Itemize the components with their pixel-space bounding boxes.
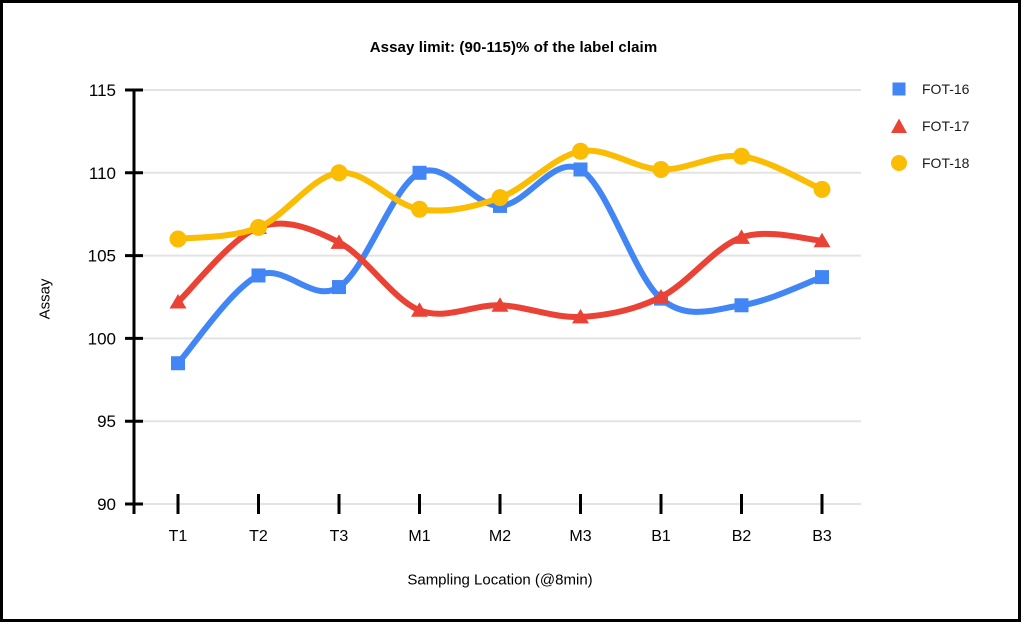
y-tick-label: 95 <box>97 412 116 431</box>
marker-circle-fot-18 <box>652 160 670 178</box>
x-tick-label: T1 <box>169 528 188 545</box>
legend-item-fot-18: FOT-18 <box>889 151 969 175</box>
y-tick-label: 105 <box>88 247 116 266</box>
legend-item-fot-17: FOT-17 <box>889 114 969 138</box>
marker-triangle-fot-17 <box>169 293 187 309</box>
y-axis-title: Assay <box>36 278 54 320</box>
marker-square-fot-16 <box>815 270 829 285</box>
marker-circle-fot-18 <box>813 180 831 198</box>
x-tick-label: M3 <box>569 528 591 545</box>
chart-title: Assay limit: (90-115)% of the label clai… <box>369 39 658 56</box>
marker-square-fot-16 <box>332 280 346 295</box>
y-tick-label: 115 <box>89 81 116 100</box>
triangle-swatch-icon <box>891 118 907 133</box>
marker-triangle-fot-17 <box>411 302 428 317</box>
x-tick-label: M1 <box>408 528 430 545</box>
marker-triangle-fot-17 <box>813 232 831 248</box>
y-tick-label: 100 <box>88 329 116 348</box>
marker-square-fot-16 <box>573 162 588 177</box>
legend: FOT-16 FOT-17 FOT-18 <box>889 77 969 175</box>
x-tick-label: T3 <box>330 528 349 545</box>
marker-square-fot-16 <box>171 356 185 371</box>
marker-circle-fot-18 <box>572 142 589 160</box>
circle-swatch-icon <box>891 155 907 171</box>
marker-triangle-fot-17 <box>330 234 348 249</box>
x-tick-label: B3 <box>812 528 832 545</box>
marker-circle-fot-18 <box>250 218 267 236</box>
y-tick-label: 110 <box>89 164 116 183</box>
marker-circle-fot-18 <box>491 189 509 207</box>
x-tick-label: B2 <box>732 528 752 545</box>
marker-square-fot-16 <box>734 298 749 313</box>
legend-item-fot-16: FOT-16 <box>889 77 969 101</box>
x-axis-title: Sampling Location (@8min) <box>407 571 593 589</box>
marker-triangle-fot-17 <box>491 297 509 312</box>
x-tick-label: T2 <box>249 528 268 545</box>
marker-circle-fot-18 <box>169 230 187 248</box>
marker-circle-fot-18 <box>411 200 428 218</box>
marker-square-fot-16 <box>412 165 427 180</box>
marker-triangle-fot-17 <box>652 289 670 304</box>
legend-label: FOT-16 <box>922 81 970 97</box>
marker-square-fot-16 <box>251 268 266 283</box>
y-tick-label: 90 <box>97 495 116 514</box>
line-chart-plot-area: 115 110 105 100 95 90 T1 T2 T3 M1 M2 M3 B1 B2 B3 <box>88 81 861 545</box>
legend-label: FOT-17 <box>922 118 970 134</box>
square-swatch-icon <box>892 82 906 96</box>
marker-triangle-fot-17 <box>733 229 750 244</box>
marker-circle-fot-18 <box>733 147 750 165</box>
marker-circle-fot-18 <box>330 164 348 182</box>
x-tick-label: M2 <box>489 528 511 545</box>
marker-triangle-fot-17 <box>572 308 589 324</box>
x-tick-label: B1 <box>651 528 671 545</box>
legend-label: FOT-18 <box>922 155 970 171</box>
